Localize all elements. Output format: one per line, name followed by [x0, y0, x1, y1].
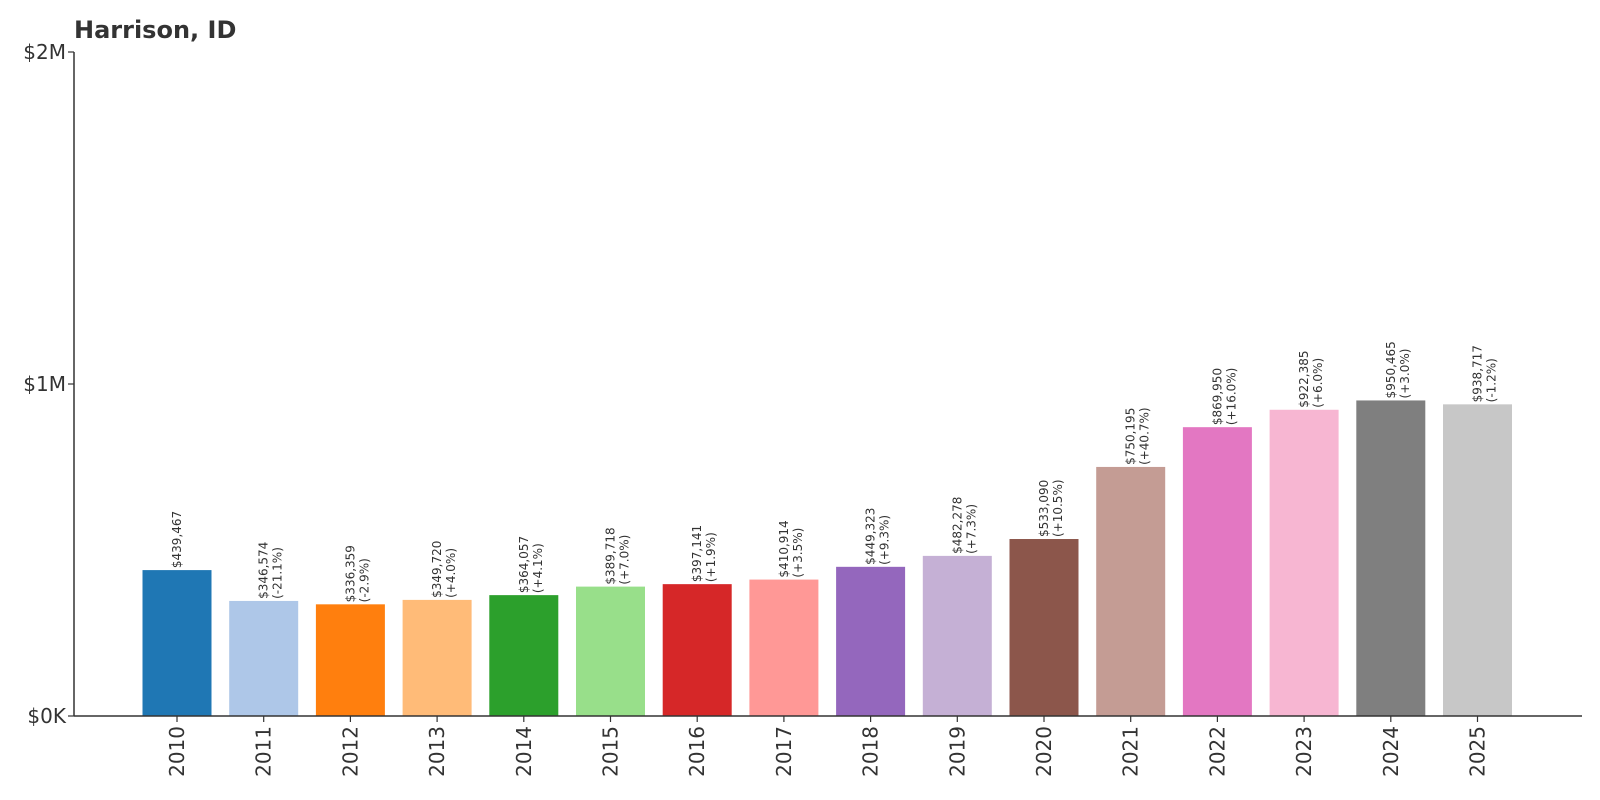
value-label-2016: $397,141: [690, 525, 704, 582]
bar-2012: [315, 604, 385, 716]
change-label-2014: (+4.1%): [531, 543, 545, 593]
value-label-2011: $346,574: [257, 542, 271, 599]
x-tick-label-2021: 2021: [1119, 726, 1143, 777]
value-label-2025: $938,717: [1471, 345, 1485, 402]
value-label-2015: $389,718: [604, 527, 618, 584]
bar-2016: [662, 584, 732, 716]
x-tick-label-2019: 2019: [945, 726, 969, 777]
change-label-2017: (+3.5%): [791, 528, 805, 578]
x-tick-label-2020: 2020: [1032, 726, 1056, 777]
change-label-2019: (+7.3%): [964, 504, 978, 554]
x-tick-label-2024: 2024: [1379, 726, 1403, 777]
change-label-2013: (+4.0%): [444, 548, 458, 598]
y-tick-label-1: $1M: [23, 372, 66, 396]
bar-2011: [229, 600, 299, 716]
value-label-2013: $349,720: [430, 541, 444, 598]
change-label-2015: (+7.0%): [618, 535, 632, 585]
data-labels-group: $439,467 $346,574 (-21.1%) $336,359 (-2.9%) $…: [170, 341, 1499, 602]
bar-2010: [142, 570, 212, 716]
change-label-2020: (+10.5%): [1051, 479, 1065, 537]
change-label-2023: (+6.0%): [1311, 358, 1325, 408]
x-tick-label-2011: 2011: [252, 726, 276, 777]
bar-2013: [402, 599, 472, 716]
change-label-2012: (-2.9%): [357, 558, 371, 602]
x-tick-label-2022: 2022: [1205, 726, 1229, 777]
bar-2017: [749, 579, 819, 716]
bar-2022: [1182, 427, 1252, 716]
x-axis-ticks: 2010 2011 2012 2013 2014 2015 2016 2017 2018 2019…: [165, 716, 1490, 777]
bar-2021: [1096, 466, 1166, 716]
change-label-2021: (+40.7%): [1138, 407, 1152, 465]
value-label-2012: $336,359: [343, 545, 357, 602]
x-tick-label-2025: 2025: [1466, 726, 1490, 777]
value-label-2017: $410,914: [777, 520, 791, 577]
bar-2018: [836, 566, 906, 716]
bar-2020: [1009, 539, 1079, 716]
value-label-2014: $364,057: [517, 536, 531, 593]
value-label-2020: $533,090: [1037, 480, 1051, 537]
bar-2024: [1356, 400, 1426, 716]
bar-2025: [1443, 404, 1512, 716]
value-label-2021: $750,195: [1124, 408, 1138, 465]
change-label-2022: (+16.0%): [1224, 368, 1238, 426]
bars-group: [142, 400, 1512, 716]
bar-2015: [576, 586, 645, 716]
y-tick-label-0: $0K: [27, 704, 66, 728]
y-axis-ticks: $0K $1M $2M: [23, 40, 74, 728]
value-label-2022: $869,950: [1210, 368, 1224, 425]
value-label-2018: $449,323: [864, 508, 878, 565]
change-label-2016: (+1.9%): [704, 532, 718, 582]
x-tick-label-2010: 2010: [165, 726, 189, 777]
value-label-2019: $482,278: [950, 497, 964, 554]
x-tick-label-2012: 2012: [338, 726, 362, 777]
x-tick-label-2015: 2015: [599, 726, 623, 777]
x-tick-label-2016: 2016: [685, 726, 709, 777]
value-label-2010: $439,467: [170, 511, 184, 568]
change-label-2024: (+3.0%): [1398, 349, 1412, 399]
change-label-2011: (-21.1%): [271, 547, 285, 599]
change-label-2025: (-1.2%): [1485, 358, 1499, 402]
x-tick-label-2023: 2023: [1292, 726, 1316, 777]
chart-title: Harrison, ID: [74, 16, 236, 44]
bar-2014: [489, 595, 559, 716]
bar-2019: [922, 555, 992, 716]
value-label-2024: $950,465: [1384, 341, 1398, 398]
change-label-2018: (+9.3%): [878, 515, 892, 565]
x-tick-label-2017: 2017: [772, 726, 796, 777]
y-tick-label-2: $2M: [23, 40, 66, 64]
x-tick-label-2014: 2014: [512, 726, 536, 777]
x-tick-label-2013: 2013: [425, 726, 449, 777]
value-label-2023: $922,385: [1297, 351, 1311, 408]
x-tick-label-2018: 2018: [859, 726, 883, 777]
bar-2023: [1269, 409, 1339, 716]
